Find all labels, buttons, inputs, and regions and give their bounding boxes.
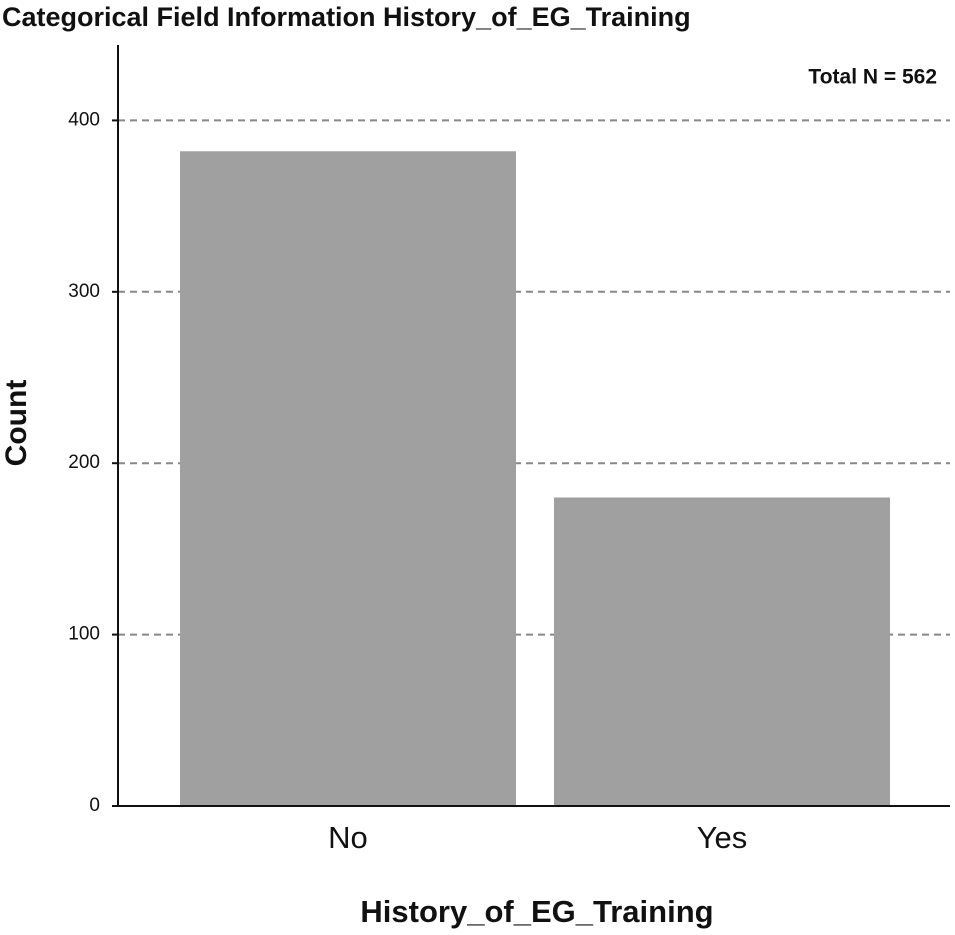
y-axis-title: Count: [0, 380, 33, 467]
x-axis-title: History_of_EG_Training: [360, 894, 713, 929]
x-tick-label: No: [328, 820, 368, 855]
y-tick-label: 100: [68, 624, 100, 645]
y-tick-label: 200: [68, 452, 100, 473]
y-tick-label: 400: [68, 109, 100, 130]
x-tick-label: Yes: [697, 820, 748, 855]
chart-title: Categorical Field Information History_of…: [2, 2, 691, 32]
bar: [554, 497, 890, 806]
y-tick-label: 300: [68, 281, 100, 302]
annotation: Total N = 562: [808, 66, 937, 89]
y-tick-label: 0: [89, 795, 100, 816]
bar: [180, 151, 516, 807]
